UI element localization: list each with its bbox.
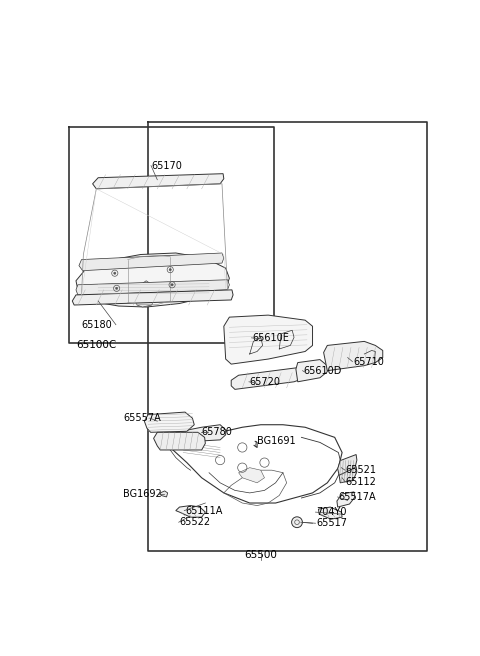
Polygon shape (170, 424, 226, 442)
Text: 65517: 65517 (316, 518, 347, 528)
Polygon shape (224, 315, 312, 364)
Text: 65111A: 65111A (185, 506, 222, 516)
Text: 65610E: 65610E (252, 333, 289, 343)
Text: 65780: 65780 (202, 427, 232, 438)
Polygon shape (318, 507, 342, 519)
Text: 65610D: 65610D (303, 365, 342, 376)
Text: BG1691: BG1691 (257, 436, 296, 446)
Circle shape (169, 268, 171, 271)
Circle shape (292, 517, 302, 527)
Polygon shape (337, 492, 355, 507)
Text: 65517A: 65517A (338, 492, 376, 502)
Text: 65522: 65522 (180, 517, 211, 527)
Text: 704Y0: 704Y0 (316, 507, 347, 517)
Text: 65180: 65180 (82, 319, 112, 330)
Text: 65710: 65710 (353, 357, 384, 367)
Text: 65557A: 65557A (123, 413, 161, 423)
Polygon shape (339, 466, 357, 483)
Text: BG1692: BG1692 (123, 489, 162, 499)
Polygon shape (79, 253, 224, 271)
Polygon shape (72, 290, 233, 305)
Polygon shape (154, 432, 205, 450)
Polygon shape (160, 491, 168, 497)
Polygon shape (324, 341, 383, 371)
Polygon shape (144, 412, 194, 432)
Polygon shape (337, 455, 357, 475)
Polygon shape (76, 253, 229, 307)
Polygon shape (76, 279, 229, 295)
Polygon shape (296, 359, 327, 382)
Text: 65100C: 65100C (77, 340, 117, 350)
Circle shape (171, 283, 173, 286)
Text: 65170: 65170 (152, 161, 182, 171)
Circle shape (114, 272, 116, 274)
Polygon shape (239, 468, 264, 483)
Polygon shape (176, 506, 205, 517)
Polygon shape (231, 367, 305, 390)
Polygon shape (93, 174, 224, 189)
Text: 65521: 65521 (346, 465, 377, 475)
Polygon shape (135, 281, 156, 307)
Text: 65112: 65112 (346, 477, 377, 487)
Circle shape (116, 287, 118, 289)
Text: 65720: 65720 (250, 377, 281, 387)
Text: 65500: 65500 (244, 550, 277, 560)
